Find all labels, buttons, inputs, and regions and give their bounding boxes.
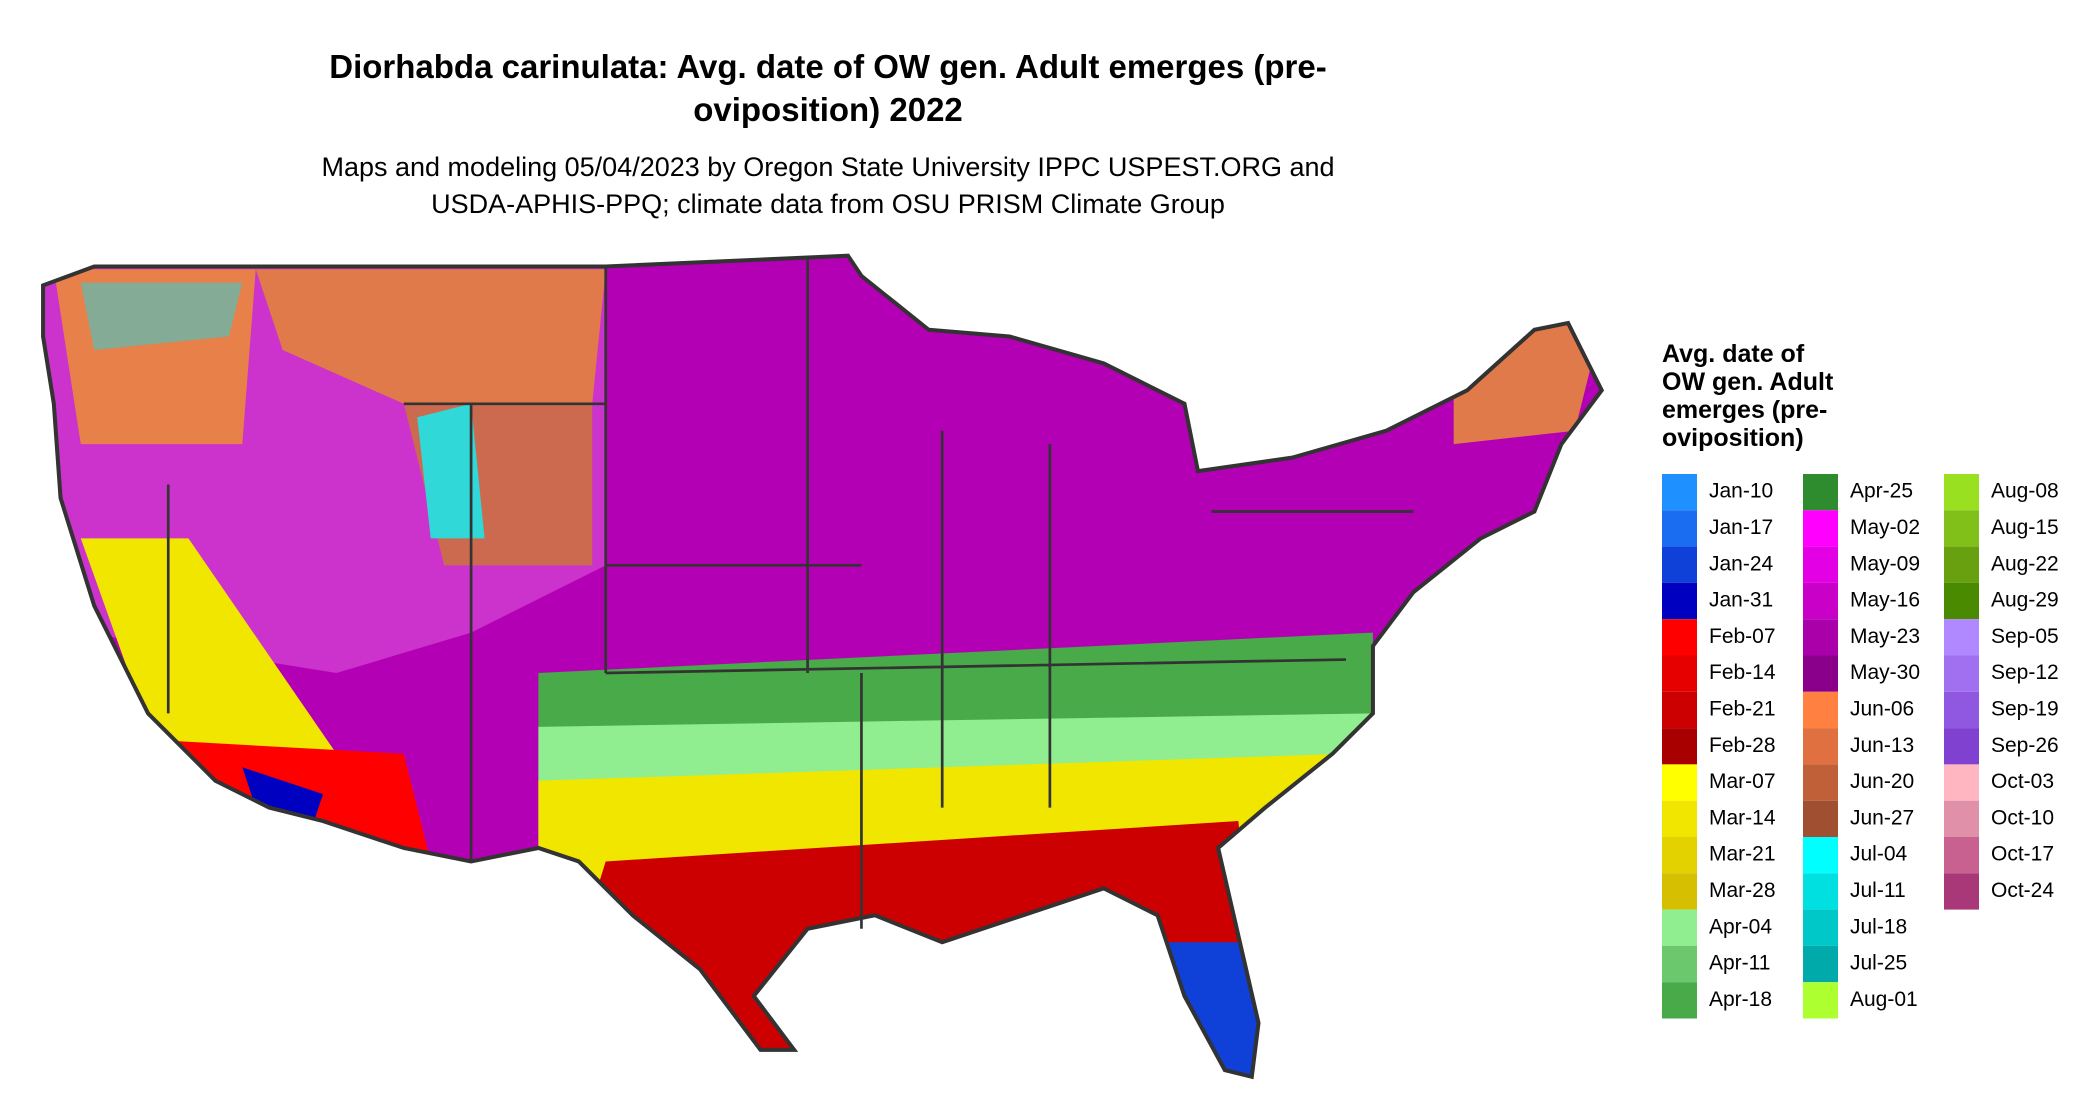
legend-label: Apr-25 [1850,480,1913,503]
chart-title: oviposition) 2022 [693,91,963,128]
legend-swatch [1944,873,1979,910]
legend-title: oviposition) [1662,424,1804,452]
legend-swatch [1944,800,1979,837]
legend-label: Mar-07 [1709,770,1776,793]
legend-swatch [1803,691,1838,729]
legend-label: Mar-28 [1709,879,1776,902]
legend-swatch [1944,655,1979,692]
legend-swatch [1803,474,1838,511]
legend-swatch [1944,582,1979,620]
legend-label: Apr-04 [1709,915,1772,938]
legend-label: Oct-10 [1991,806,2054,829]
legend-label: Sep-05 [1991,625,2059,648]
legend-swatch [1944,474,1979,511]
legend-swatch [1662,546,1697,583]
legend-swatch [1662,474,1697,511]
legend-label: Mar-14 [1709,806,1776,829]
legend-swatch [1944,510,1979,547]
legend-label: Jun-06 [1850,697,1914,720]
legend-label: Jun-20 [1850,770,1914,793]
legend-swatch [1803,546,1838,583]
legend-label: Oct-24 [1991,879,2054,902]
legend-label: Oct-17 [1991,843,2054,866]
legend-label: Oct-03 [1991,770,2054,793]
legend-swatch [1803,909,1838,946]
legend-label: Jan-31 [1709,589,1773,612]
legend-swatch [1803,764,1838,801]
legend-swatch [1803,982,1838,1019]
legend-label: Apr-18 [1709,988,1772,1011]
legend-label: Aug-15 [1991,516,2059,539]
legend-swatch [1803,619,1838,656]
legend-swatch [1803,728,1838,765]
legend-swatch [1662,945,1697,983]
legend-label: Jul-25 [1850,952,1907,975]
legend-swatch [1803,945,1838,983]
legend-label: Jan-24 [1709,552,1774,575]
legend-swatch [1944,546,1979,583]
legend-title: Avg. date of [1662,340,1805,368]
legend-swatch [1662,510,1697,547]
legend-label: Jan-10 [1709,480,1773,503]
legend-label: Jul-11 [1850,879,1906,902]
legend-swatch [1662,582,1697,620]
legend-label: Mar-21 [1709,843,1776,866]
legend-swatch [1662,909,1697,946]
legend-swatch [1803,873,1838,910]
legend-swatch [1944,728,1979,765]
legend-label: May-16 [1850,589,1920,612]
legend-swatch [1662,982,1697,1019]
legend-swatch [1803,837,1838,874]
legend-label: Aug-22 [1991,552,2059,575]
legend-label: May-02 [1850,516,1920,539]
legend-label: Sep-12 [1991,661,2059,684]
legend-label: Aug-01 [1850,988,1918,1011]
legend-swatch [1803,582,1838,620]
legend-label: Sep-19 [1991,697,2059,720]
legend-swatch [1944,764,1979,801]
legend-swatch [1662,764,1697,801]
legend-swatch [1662,873,1697,910]
legend-label: Feb-21 [1709,697,1776,720]
legend-swatch [1803,655,1838,692]
legend-swatch [1944,691,1979,729]
legend-swatch [1803,800,1838,837]
legend-label: Jul-04 [1850,843,1908,866]
legend-swatch [1662,655,1697,692]
legend-swatch [1803,510,1838,547]
legend-label: Apr-11 [1709,952,1770,975]
legend-label: Sep-26 [1991,734,2059,757]
legend-title: OW gen. Adult [1662,368,1834,396]
legend-label: Feb-07 [1709,625,1776,648]
subtitle: Maps and modeling 05/04/2023 by Oregon S… [321,152,1334,182]
legend-label: Jul-18 [1850,915,1907,938]
legend-swatch [1662,619,1697,656]
titles: Diorhabda carinulata: Avg. date of OW ge… [321,48,1334,219]
legend-swatch [1662,837,1697,874]
legend-label: Feb-28 [1709,734,1776,757]
legend-swatch [1944,837,1979,874]
legend-label: Jan-17 [1709,516,1773,539]
legend-swatch [1662,691,1697,729]
legend-swatch [1662,800,1697,837]
legend-label: May-23 [1850,625,1920,648]
legend-label: May-30 [1850,661,1920,684]
legend-label: Jun-27 [1850,806,1914,829]
state-borders [166,255,1414,929]
legend-swatch [1662,728,1697,765]
legend-title: emerges (pre- [1662,396,1827,424]
chart-title: Diorhabda carinulata: Avg. date of OW ge… [329,48,1326,85]
legend-label: Aug-29 [1991,589,2059,612]
legend-label: Jun-13 [1850,734,1914,757]
subtitle: USDA-APHIS-PPQ; climate data from OSU PR… [431,189,1225,219]
legend-swatch [1944,619,1979,656]
map [0,242,1615,1103]
legend-label: Aug-08 [1991,480,2059,503]
legend-label: Feb-14 [1709,661,1776,684]
legend-label: May-09 [1850,552,1920,575]
